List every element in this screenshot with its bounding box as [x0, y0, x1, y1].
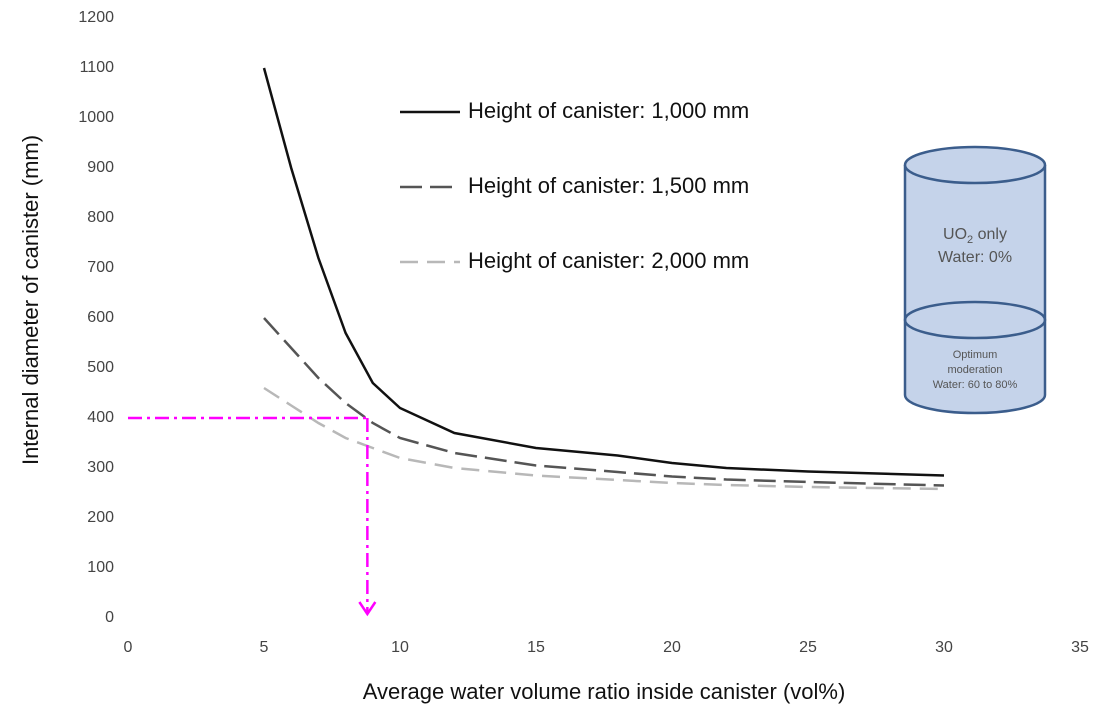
y-tick-label: 100: [87, 559, 114, 576]
x-tick-label: 20: [663, 639, 681, 656]
inset-text: Optimum: [953, 349, 998, 361]
y-tick-label: 400: [87, 409, 114, 426]
x-tick-label: 25: [799, 639, 817, 656]
y-tick-label: 1200: [78, 9, 114, 26]
inset-canister: UO2 only Water: 0% Optimum moderation Wa…: [903, 145, 1047, 415]
x-tick-label: 10: [391, 639, 409, 656]
y-tick-label: 500: [87, 359, 114, 376]
inset-text: UO2 only: [943, 226, 1007, 246]
inset-text: 2: [967, 234, 973, 246]
inset-text: Water: 0%: [938, 249, 1012, 266]
inset-text: moderation: [947, 364, 1002, 376]
x-tick-label: 15: [527, 639, 545, 656]
y-axis-label: Internal diameter of canister (mm): [18, 135, 43, 465]
x-axis-label: Average water volume ratio inside canist…: [363, 679, 846, 704]
canister-top: [903, 145, 1047, 185]
y-tick-label: 0: [105, 609, 114, 626]
y-tick-label: 600: [87, 309, 114, 326]
y-tick-label: 200: [87, 509, 114, 526]
y-tick-label: 800: [87, 209, 114, 226]
y-tick-label: 900: [87, 159, 114, 176]
y-tick-label: 700: [87, 259, 114, 276]
y-tick-label: 1000: [78, 109, 114, 126]
reference-arrow: [358, 601, 377, 617]
canister-divider: [903, 319, 1047, 340]
y-tick-label: 1100: [80, 59, 115, 76]
series-line: [262, 67, 945, 477]
canister-divider: [903, 300, 1047, 321]
x-tick-label: 35: [1071, 639, 1089, 656]
legend-label: Height of canister: 2,000 mm: [468, 248, 749, 273]
legend-label: Height of canister: 1,000 mm: [468, 98, 749, 123]
y-tick-label: 300: [87, 459, 114, 476]
legend-label: Height of canister: 1,500 mm: [468, 173, 749, 198]
series-line: [263, 386, 945, 491]
inset-text: UO: [943, 226, 967, 243]
x-tick-label: 0: [124, 639, 133, 656]
inset-text: only: [973, 226, 1007, 243]
series-line: [263, 317, 945, 487]
x-tick-label: 5: [260, 639, 269, 656]
inset-text: Water: 60 to 80%: [933, 379, 1018, 391]
x-tick-label: 30: [935, 639, 953, 656]
canister-body: [903, 165, 1047, 415]
